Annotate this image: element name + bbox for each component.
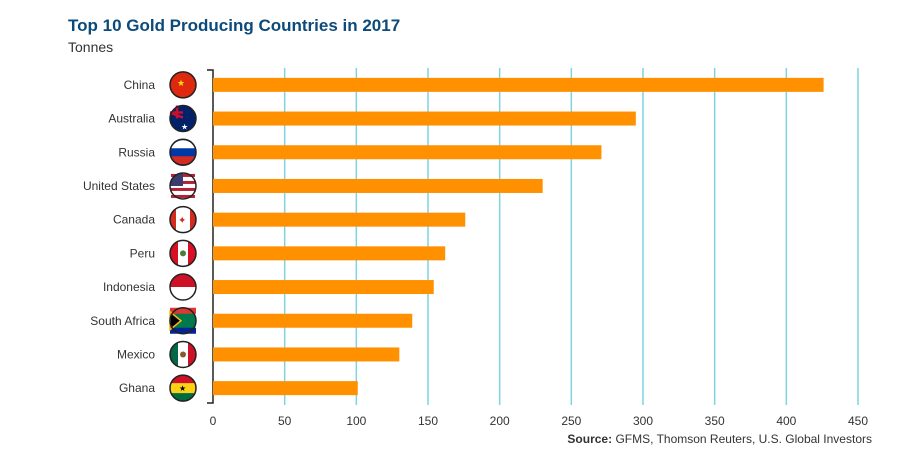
x-tick-label: 200: [490, 414, 510, 428]
unit-label: Tonnes: [68, 39, 114, 55]
x-tick-label: 250: [561, 414, 581, 428]
mexico-flag-icon: [169, 340, 197, 369]
peru-flag-icon: [169, 239, 197, 268]
svg-text:★: ★: [179, 384, 186, 393]
category-label: Australia: [108, 112, 155, 126]
china-flag-icon: ★: [169, 71, 197, 99]
canada-flag-icon: ✦: [169, 205, 197, 234]
bar: [213, 381, 358, 396]
x-tick-label: 400: [776, 414, 796, 428]
source-text: GFMS, Thomson Reuters, U.S. Global Inves…: [615, 432, 872, 446]
bar: [213, 347, 400, 362]
svg-text:★: ★: [177, 78, 185, 88]
category-label: Mexico: [117, 347, 155, 361]
bar: [213, 313, 413, 328]
svg-text:★: ★: [181, 123, 188, 132]
category-label: China: [124, 78, 156, 92]
category-label: Canada: [113, 213, 155, 227]
australia-flag-icon: ★: [169, 104, 197, 133]
bar: [213, 246, 446, 261]
x-tick-label: 50: [278, 414, 292, 428]
bar: [213, 111, 636, 126]
category-label: Ghana: [119, 381, 155, 395]
bar: [213, 77, 824, 92]
category-label: South Africa: [90, 314, 155, 328]
x-tick-label: 150: [418, 414, 438, 428]
x-tick-label: 100: [346, 414, 366, 428]
category-label: United States: [83, 179, 155, 193]
south-africa-flag-icon: [169, 307, 197, 335]
bar: [213, 212, 466, 227]
ghana-flag-icon: ★: [169, 374, 197, 402]
svg-text:✦: ✦: [178, 216, 186, 227]
source-label: Source:: [567, 432, 613, 446]
indonesia-flag-icon: [169, 273, 197, 301]
bar: [213, 280, 434, 295]
usa-flag-icon: [169, 172, 197, 200]
russia-flag-icon: [169, 138, 197, 166]
category-label: Indonesia: [103, 280, 155, 294]
chart-title: Top 10 Gold Producing Countries in 2017: [68, 16, 401, 35]
bar: [213, 178, 543, 193]
x-tick-label: 0: [210, 414, 217, 428]
y-axis: [207, 69, 214, 404]
category-label: Russia: [118, 145, 155, 159]
category-label: Peru: [130, 246, 155, 260]
x-tick-label: 450: [848, 414, 868, 428]
x-tick-label: 350: [705, 414, 725, 428]
x-tick-label: 300: [633, 414, 653, 428]
bar: [213, 145, 602, 160]
source-note: Source: GFMS, Thomson Reuters, U.S. Glob…: [567, 432, 872, 446]
